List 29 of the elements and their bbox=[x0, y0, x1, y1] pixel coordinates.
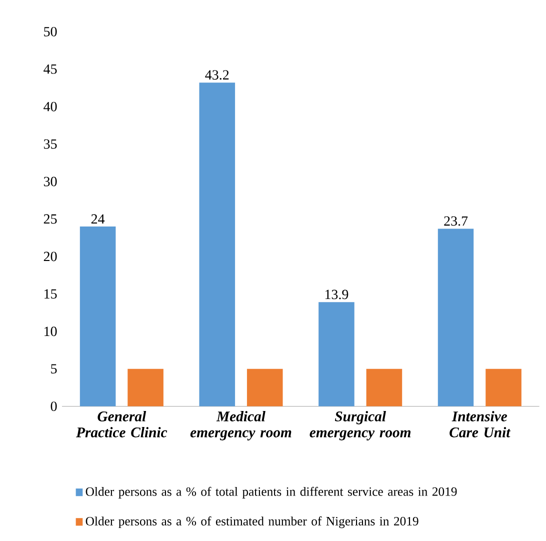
y-tick-label: 50 bbox=[44, 26, 57, 36]
y-tick-label: 45 bbox=[44, 64, 57, 74]
x-tick-label: General Practice Clinic bbox=[76, 411, 168, 438]
bar bbox=[199, 82, 236, 406]
bar bbox=[318, 302, 354, 406]
y-tick-label: 5 bbox=[51, 364, 57, 374]
data-label: 13.9 bbox=[325, 290, 348, 300]
y-tick-label: 0 bbox=[50, 402, 57, 412]
y-tick-label: 15 bbox=[44, 289, 57, 299]
x-tick-label: Medical emergency room bbox=[190, 411, 292, 440]
y-tick-label: 10 bbox=[44, 326, 57, 336]
legend-label: Older persons as a % of estimated number of Nigerians in 2019 bbox=[86, 516, 418, 528]
x-tick-label: Intensive Care Unit bbox=[450, 411, 511, 438]
data-label: 23.7 bbox=[444, 216, 468, 226]
y-tick-label: 30 bbox=[44, 176, 57, 186]
bar bbox=[438, 228, 474, 406]
bar bbox=[128, 368, 164, 406]
y-tick-label: 25 bbox=[44, 214, 57, 224]
y-tick-label: 40 bbox=[44, 102, 57, 112]
bar bbox=[80, 226, 116, 406]
y-tick-label: 20 bbox=[44, 252, 57, 262]
y-tick-label: 35 bbox=[44, 139, 57, 149]
data-label: 43.2 bbox=[205, 70, 229, 80]
data-label: 24 bbox=[91, 214, 105, 224]
bar bbox=[486, 368, 522, 406]
legend-label: Older persons as a % of total patients in different service areas in 2019 bbox=[86, 486, 457, 498]
bar bbox=[246, 368, 283, 406]
x-tick-label: Surgical emergency room bbox=[310, 411, 411, 440]
bar bbox=[366, 368, 402, 406]
